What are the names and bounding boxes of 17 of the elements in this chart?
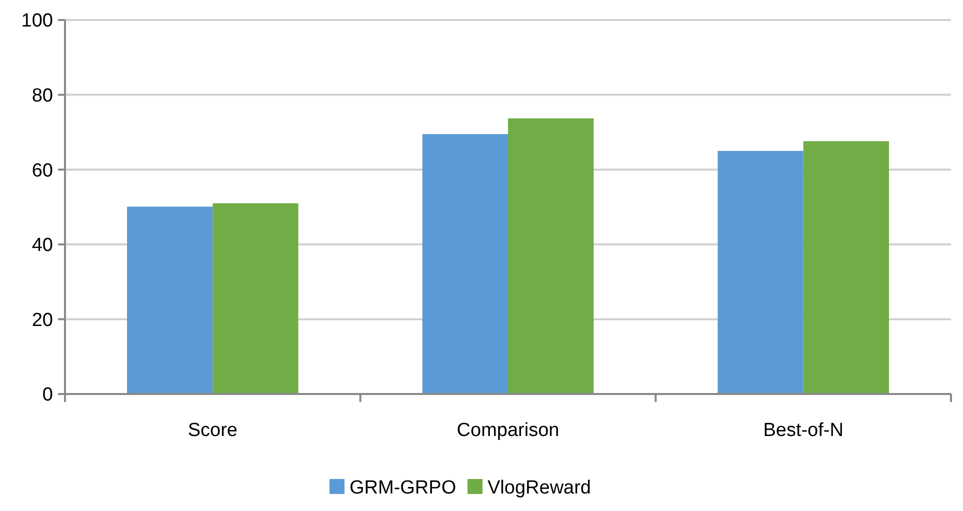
y-tick-label: 60 — [32, 160, 53, 182]
y-tick-label: 20 — [32, 310, 53, 331]
bar — [212, 203, 298, 394]
y-tick-label: 100 — [21, 10, 53, 32]
bar — [718, 150, 804, 394]
bar — [422, 134, 508, 394]
bar — [508, 118, 594, 394]
x-tick-label: Score — [188, 420, 238, 441]
bar — [127, 206, 213, 394]
legend-label: VlogReward — [488, 478, 591, 499]
y-tick-label: 40 — [32, 235, 53, 256]
x-tick-label: Best-of-N — [763, 420, 844, 441]
x-tick-label: Comparison — [456, 420, 560, 441]
bar — [803, 141, 889, 394]
legend-label: GRM-GRPO — [350, 478, 456, 499]
y-tick-label: 80 — [32, 85, 53, 106]
y-tick-label: 0 — [42, 384, 53, 406]
